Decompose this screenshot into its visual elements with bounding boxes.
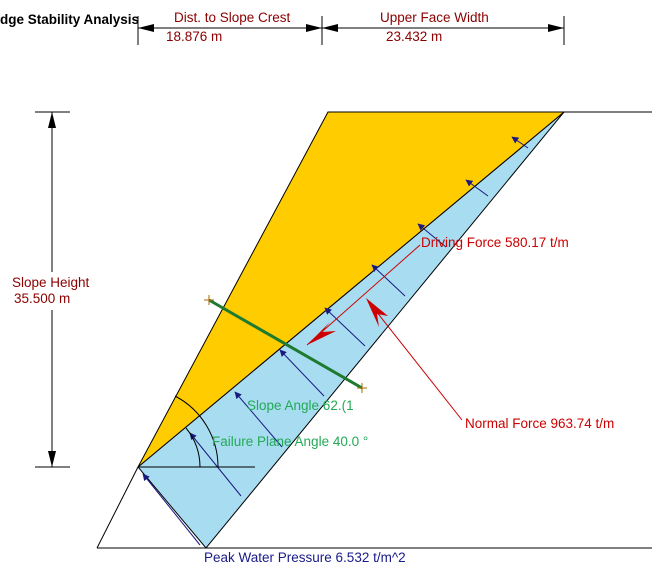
bolt-end-markers	[204, 295, 367, 393]
slope-height-dimension	[35, 111, 70, 468]
angle-arcs	[138, 395, 255, 468]
bolt-line	[208, 298, 363, 390]
upper-face-value: 23.432 m	[386, 29, 442, 44]
slope-angle-label: Slope Angle 62.(1	[247, 398, 354, 413]
slope-height-value: 35.500 m	[14, 291, 70, 306]
driving-force-label: Driving Force 580.17 t/m	[421, 235, 569, 250]
wedge-block	[137, 111, 566, 468]
peak-water-pressure-label: Peak Water Pressure 6.532 t/m^2	[204, 550, 406, 565]
driving-force-arrow	[306, 244, 421, 346]
water-pressure-arrows	[142, 136, 529, 546]
slope-height-label: Slope Height	[12, 275, 90, 290]
dist-to-crest-value: 18.876 m	[166, 29, 222, 44]
normal-force-arrow	[366, 298, 463, 421]
upper-face-label: Upper Face Width	[380, 10, 489, 25]
top-dimensions	[137, 16, 565, 45]
diagram-title: dge Stability Analysis	[0, 12, 139, 27]
normal-force-label: Normal Force 963.74 t/m	[465, 416, 614, 431]
failure-plane-angle-label: Failure Plane Angle 40.0 °	[212, 434, 368, 449]
dist-to-crest-label: Dist. to Slope Crest	[174, 10, 291, 25]
